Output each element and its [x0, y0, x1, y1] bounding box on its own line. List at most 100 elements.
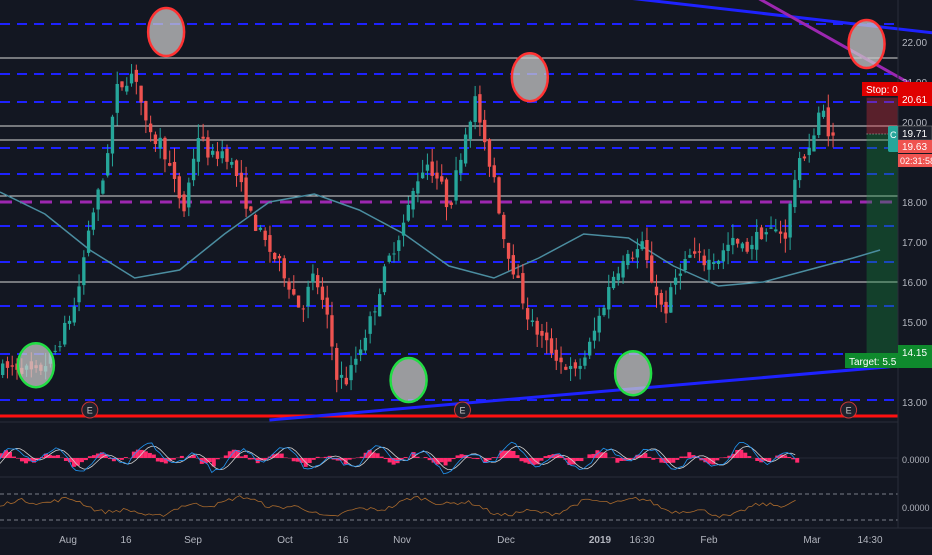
candle-body[interactable]	[426, 165, 429, 171]
candle-body[interactable]	[82, 257, 85, 285]
candle-body[interactable]	[73, 306, 76, 322]
candle-body[interactable]	[621, 261, 624, 277]
candle-body[interactable]	[502, 215, 505, 239]
candle-body[interactable]	[817, 113, 820, 135]
candle-body[interactable]	[598, 316, 601, 333]
candle-body[interactable]	[311, 274, 314, 283]
candle-body[interactable]	[602, 308, 605, 315]
candle-body[interactable]	[536, 321, 539, 335]
candle-body[interactable]	[254, 215, 257, 231]
candle-body[interactable]	[221, 151, 224, 158]
candle-body[interactable]	[493, 165, 496, 177]
swing-low-ellipse-5[interactable]	[615, 351, 651, 395]
candle-body[interactable]	[774, 229, 777, 231]
candle-body[interactable]	[497, 177, 500, 213]
candle-body[interactable]	[655, 287, 658, 296]
candle-body[interactable]	[531, 320, 534, 322]
candle-body[interactable]	[273, 253, 276, 259]
candle-body[interactable]	[6, 361, 9, 368]
candle-body[interactable]	[340, 375, 343, 378]
swing-high-ellipse-2[interactable]	[849, 20, 885, 68]
candle-body[interactable]	[364, 338, 367, 351]
swing-high-ellipse-0[interactable]	[148, 8, 184, 56]
candle-body[interactable]	[698, 251, 701, 252]
candle-body[interactable]	[335, 348, 338, 380]
candle-body[interactable]	[77, 286, 80, 302]
candle-body[interactable]	[407, 205, 410, 221]
candle-body[interactable]	[588, 342, 591, 356]
candle-body[interactable]	[507, 243, 510, 259]
candle-body[interactable]	[641, 241, 644, 249]
candle-body[interactable]	[512, 255, 515, 274]
candle-body[interactable]	[755, 232, 758, 250]
candle-body[interactable]	[368, 316, 371, 334]
candle-body[interactable]	[626, 254, 629, 265]
candle-body[interactable]	[526, 308, 529, 319]
candle-body[interactable]	[392, 253, 395, 254]
candle-body[interactable]	[750, 245, 753, 249]
candle-body[interactable]	[116, 84, 119, 113]
candle-body[interactable]	[168, 163, 171, 166]
candle-body[interactable]	[225, 149, 228, 162]
candle-body[interactable]	[545, 333, 548, 341]
candle-body[interactable]	[683, 259, 686, 270]
candle-body[interactable]	[459, 160, 462, 173]
candle-body[interactable]	[707, 260, 710, 270]
candle-body[interactable]	[745, 242, 748, 252]
candle-body[interactable]	[411, 191, 414, 209]
candle-body[interactable]	[54, 351, 57, 352]
candle-body[interactable]	[578, 366, 581, 369]
candle-body[interactable]	[402, 223, 405, 236]
candle-body[interactable]	[316, 275, 319, 287]
candle-body[interactable]	[192, 159, 195, 180]
candle-body[interactable]	[693, 251, 696, 253]
candle-body[interactable]	[779, 232, 782, 234]
candle-body[interactable]	[488, 139, 491, 167]
candle-body[interactable]	[378, 294, 381, 316]
candle-body[interactable]	[722, 250, 725, 261]
candle-body[interactable]	[58, 346, 61, 347]
candle-body[interactable]	[235, 160, 238, 176]
candle-body[interactable]	[440, 176, 443, 181]
candle-body[interactable]	[11, 365, 14, 366]
candle-body[interactable]	[178, 176, 181, 198]
candle-body[interactable]	[120, 81, 123, 87]
candle-body[interactable]	[149, 124, 152, 133]
candle-body[interactable]	[1, 364, 4, 375]
candle-body[interactable]	[784, 232, 787, 238]
candle-body[interactable]	[397, 240, 400, 251]
candle-body[interactable]	[182, 194, 185, 211]
candle-body[interactable]	[283, 258, 286, 278]
candle-body[interactable]	[645, 240, 648, 260]
candle-body[interactable]	[612, 277, 615, 288]
profit-target-zone[interactable]	[867, 134, 898, 356]
candle-body[interactable]	[521, 273, 524, 303]
candle-body[interactable]	[769, 227, 772, 228]
candle-body[interactable]	[159, 138, 162, 149]
candle-body[interactable]	[450, 203, 453, 205]
candle-body[interactable]	[206, 137, 209, 157]
candle-body[interactable]	[435, 173, 438, 179]
candle-body[interactable]	[87, 231, 90, 253]
candle-body[interactable]	[230, 162, 233, 165]
candle-body[interactable]	[292, 289, 295, 295]
candle-body[interactable]	[421, 173, 424, 179]
candle-body[interactable]	[559, 358, 562, 363]
candle-body[interactable]	[101, 180, 104, 193]
candle-body[interactable]	[674, 278, 677, 285]
candle-body[interactable]	[354, 359, 357, 365]
candle-body[interactable]	[607, 287, 610, 309]
candle-body[interactable]	[287, 282, 290, 290]
candle-body[interactable]	[244, 177, 247, 208]
candle-body[interactable]	[445, 179, 448, 207]
candle-body[interactable]	[302, 308, 305, 309]
candle-body[interactable]	[564, 367, 567, 370]
candle-body[interactable]	[321, 287, 324, 300]
candle-body[interactable]	[201, 137, 204, 139]
candle-body[interactable]	[163, 138, 166, 160]
candle-body[interactable]	[454, 170, 457, 200]
candle-body[interactable]	[469, 122, 472, 139]
candle-body[interactable]	[464, 135, 467, 164]
